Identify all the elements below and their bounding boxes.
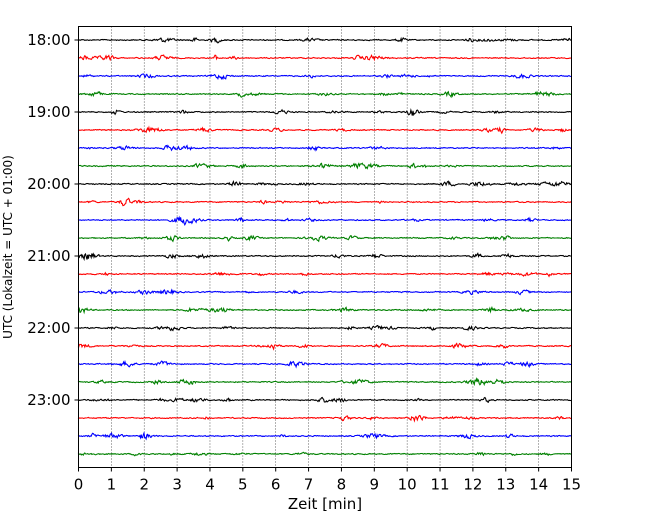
x-tick-label: 7	[304, 476, 314, 494]
y-axis-label: UTC (Lokalzeit = UTC + 01:00)	[1, 155, 15, 339]
y-tick-label: 21:00	[27, 247, 70, 265]
seismogram-trace	[77, 376, 572, 387]
seismogram-trace	[77, 144, 572, 152]
x-tick-label: 3	[172, 476, 182, 494]
x-tick-label: 11	[430, 476, 449, 494]
y-tick-label: 19:00	[27, 103, 70, 121]
y-tick-label: 20:00	[27, 175, 70, 193]
plot-frame	[78, 26, 572, 468]
seismogram-trace	[77, 73, 572, 81]
seismogram-trace	[77, 414, 572, 423]
y-tick-label: 18:00	[27, 31, 70, 49]
x-tick-label: 0	[74, 476, 84, 494]
x-tick-label: 15	[562, 476, 581, 494]
x-tick-label: 9	[370, 476, 380, 494]
seismogram-trace	[77, 215, 572, 227]
seismogram-traces	[77, 36, 572, 457]
seismogram-trace	[77, 90, 572, 99]
seismogram-trace	[77, 252, 572, 262]
x-tick-label: 6	[271, 476, 281, 494]
seismogram-trace	[77, 271, 572, 278]
seismogram-trace	[77, 359, 572, 369]
y-axis-ticks: 18:00 19:00 20:00 21:00 22:00 23:00	[27, 31, 79, 409]
x-tick-label: 13	[496, 476, 515, 494]
seismogram-trace	[77, 108, 572, 117]
seismogram-trace	[77, 53, 572, 62]
x-tick-label: 12	[463, 476, 482, 494]
x-tick-label: 5	[238, 476, 248, 494]
x-tick-label: 2	[139, 476, 149, 494]
x-tick-label: 14	[529, 476, 548, 494]
seismogram-trace	[77, 36, 572, 44]
seismogram-trace	[77, 197, 572, 207]
x-tick-label: 8	[337, 476, 347, 494]
seismogram-trace	[78, 396, 572, 403]
seismogram-trace	[77, 342, 572, 351]
seismogram-trace	[77, 179, 572, 188]
x-tick-label: 10	[398, 476, 417, 494]
seismogram-trace	[77, 451, 572, 457]
seismogram-trace	[77, 305, 572, 315]
seismogram-trace	[77, 324, 572, 332]
x-axis-ticks: 0 1 2 3 4 5 6 7 8 9 10 11 12 13 14 15	[74, 467, 581, 494]
y-tick-label: 22:00	[27, 319, 70, 337]
x-tick-label: 4	[205, 476, 215, 494]
x-tick-label: 1	[107, 476, 117, 494]
seismogram-trace	[77, 125, 572, 135]
vertical-grid-lines	[111, 26, 539, 468]
seismogram-trace	[77, 234, 572, 243]
x-axis-label: Zeit [min]	[288, 495, 362, 513]
y-tick-label: 23:00	[27, 391, 70, 409]
seismogram-trace	[77, 162, 572, 170]
seismogram-trace	[77, 288, 572, 296]
seismogram-trace	[77, 431, 572, 441]
